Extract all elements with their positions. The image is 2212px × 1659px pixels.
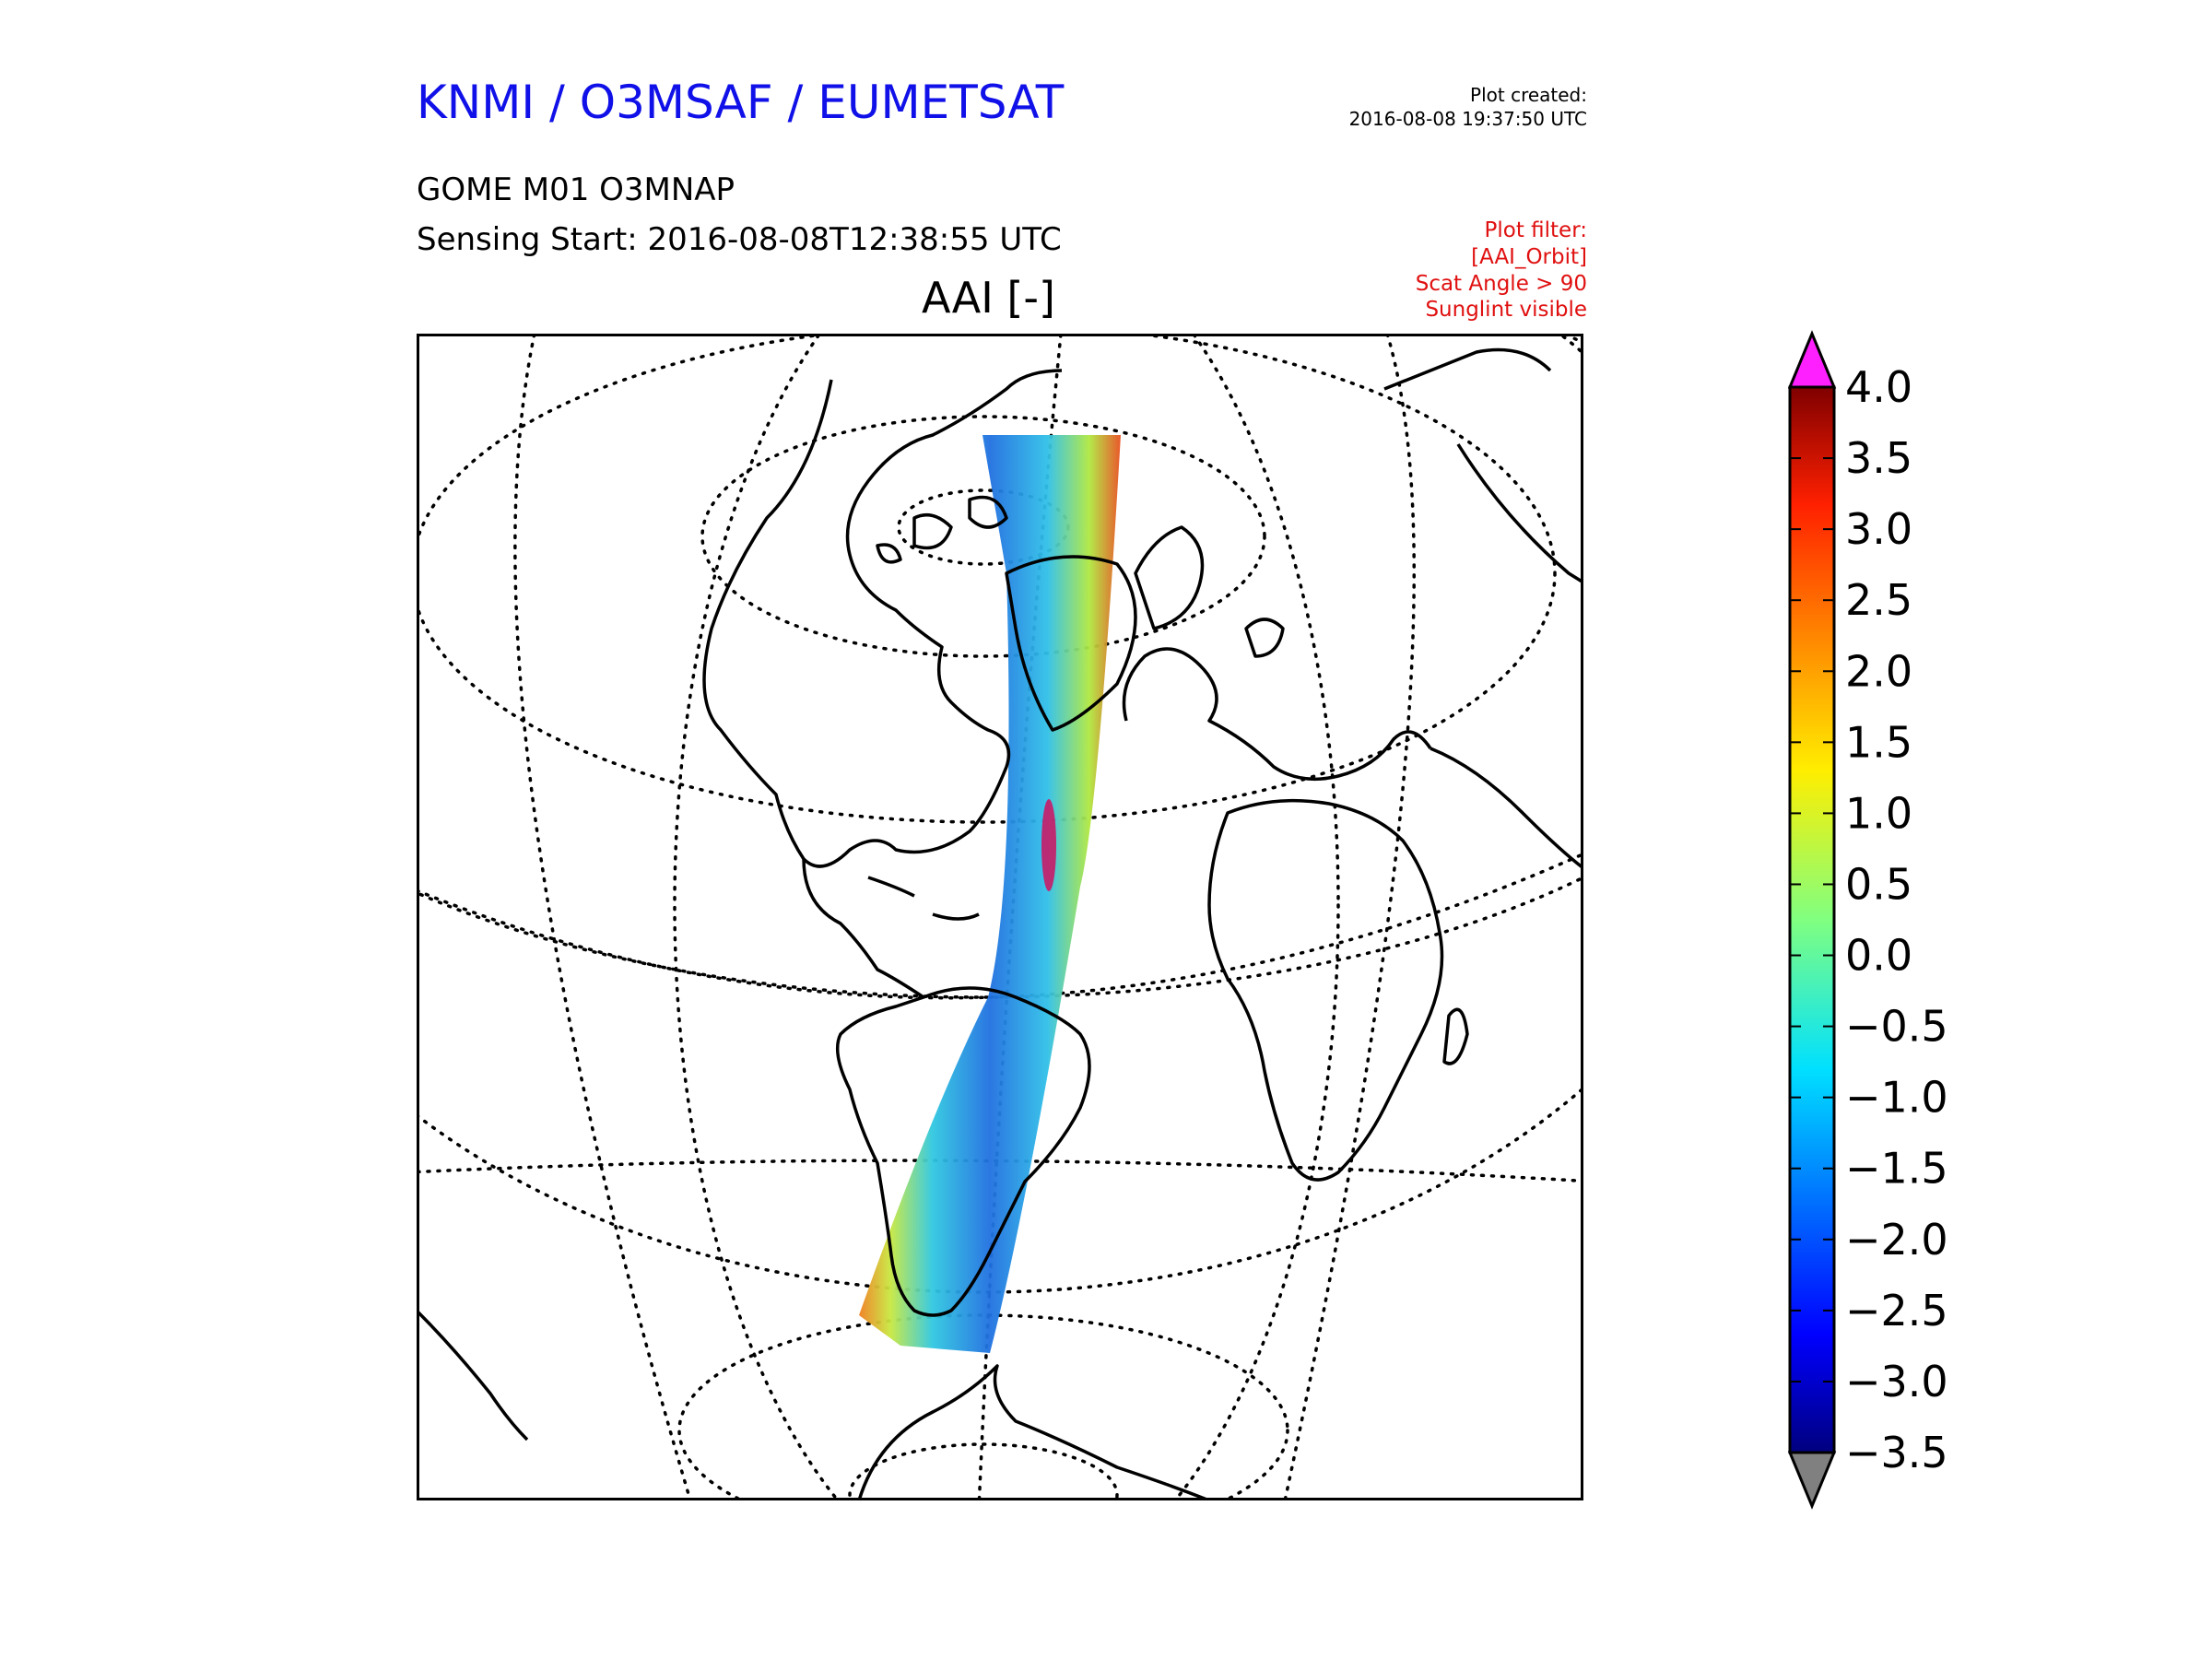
coast-north-america: [702, 369, 1063, 868]
coast-scandinavia: [1134, 525, 1205, 630]
coast-antarctica: [857, 1364, 1210, 1500]
colorbar-tick-label: −3.0: [1845, 1357, 1948, 1406]
plot-filter-sunglint: Sunglint visible: [1425, 298, 1587, 323]
parallel-circle: [677, 1313, 1289, 1500]
plot-filter: Plot filter: [AAI_Orbit] Scat Angle > 90…: [1416, 218, 1587, 324]
coast-asia-east: [1456, 443, 1583, 584]
parallel-circle: [700, 415, 1266, 658]
coast-africa: [1207, 798, 1444, 1182]
colorbar-ticks: 4.0 3.5 3.0 2.5 2.0 1.5 1.0 0.5 0.0 −0.5 −1.0 −1.5 −…: [1790, 362, 1948, 1477]
parallel-circle: [417, 334, 1583, 999]
map-title: AAI [-]: [922, 273, 1055, 323]
colorbar-tick-label: −1.0: [1845, 1073, 1948, 1123]
header-title: KNMI / O3MSAF / EUMETSAT: [417, 76, 1065, 129]
parallel-circle: [417, 334, 1557, 824]
plot-created-value: 2016-08-08 19:37:50 UTC: [1348, 108, 1587, 130]
sensing-start: Sensing Start: 2016-08-08T12:38:55 UTC: [417, 221, 1062, 258]
map-border: [417, 334, 1583, 1500]
plot-created: Plot created: 2016-08-08 19:37:50 UTC: [1349, 83, 1587, 131]
colorbar: 4.0 3.5 3.0 2.5 2.0 1.5 1.0 0.5 0.0 −0.5 −1.0 −1.5 −…: [1788, 330, 1948, 1510]
plot-filter-orbit: [AAI_Orbit]: [1471, 244, 1587, 269]
coast-arctic-islands: [876, 495, 1008, 564]
colorbar-tick-label: 4.0: [1845, 362, 1912, 412]
product-name: GOME M01 O3MNAP: [417, 171, 735, 208]
coastlines: [417, 347, 1583, 1500]
colorbar-tick-label: −1.5: [1845, 1144, 1948, 1194]
colorbar-gradient: [1788, 385, 1836, 1454]
colorbar-tick-label: 1.0: [1845, 788, 1912, 838]
coast-pacific-west: [417, 1309, 529, 1441]
coast-greenland: [1005, 555, 1137, 732]
coast-europe: [1122, 647, 1432, 782]
coast-asia: [1383, 347, 1583, 870]
colorbar-tick-label: 1.5: [1845, 717, 1912, 767]
colorbar-tick-label: −2.5: [1845, 1286, 1948, 1335]
plot-filter-label: Plot filter:: [1484, 218, 1587, 242]
colorbar-tick-label: 3.5: [1845, 433, 1912, 483]
colorbar-tick-label: 0.0: [1845, 931, 1912, 981]
colorbar-over-arrow: [1788, 330, 1837, 389]
colorbar-tick-label: −3.5: [1845, 1428, 1948, 1477]
parallel-line: [417, 1159, 1583, 1183]
colorbar-under-arrow: [1788, 1451, 1837, 1510]
meridian-line: [1283, 334, 1417, 1500]
aai-swath: [859, 435, 1121, 1353]
parallel-circle: [848, 1442, 1119, 1500]
colorbar-tick-label: −2.0: [1845, 1215, 1948, 1265]
aerosol-plume: [1041, 799, 1056, 891]
coast-british-isles: [1244, 618, 1285, 658]
coast-central-america: [802, 858, 924, 999]
meridian-ellipse: [673, 334, 1340, 1500]
coast-madagascar: [1442, 1007, 1469, 1065]
coast-south-america: [835, 986, 1091, 1317]
plot-created-label: Plot created:: [1470, 84, 1587, 106]
colorbar-tick-label: 2.5: [1845, 575, 1912, 625]
meridian-line: [513, 334, 692, 1500]
coast-caribbean: [867, 876, 980, 921]
colorbar-tick-label: 2.0: [1845, 646, 1912, 696]
plot-filter-scat-angle: Scat Angle > 90: [1415, 271, 1587, 296]
colorbar-tick-label: 3.0: [1845, 504, 1912, 554]
colorbar-tick-label: −0.5: [1845, 1002, 1948, 1052]
colorbar-tick-label: 0.5: [1845, 859, 1912, 909]
map-panel: [417, 334, 1583, 1500]
